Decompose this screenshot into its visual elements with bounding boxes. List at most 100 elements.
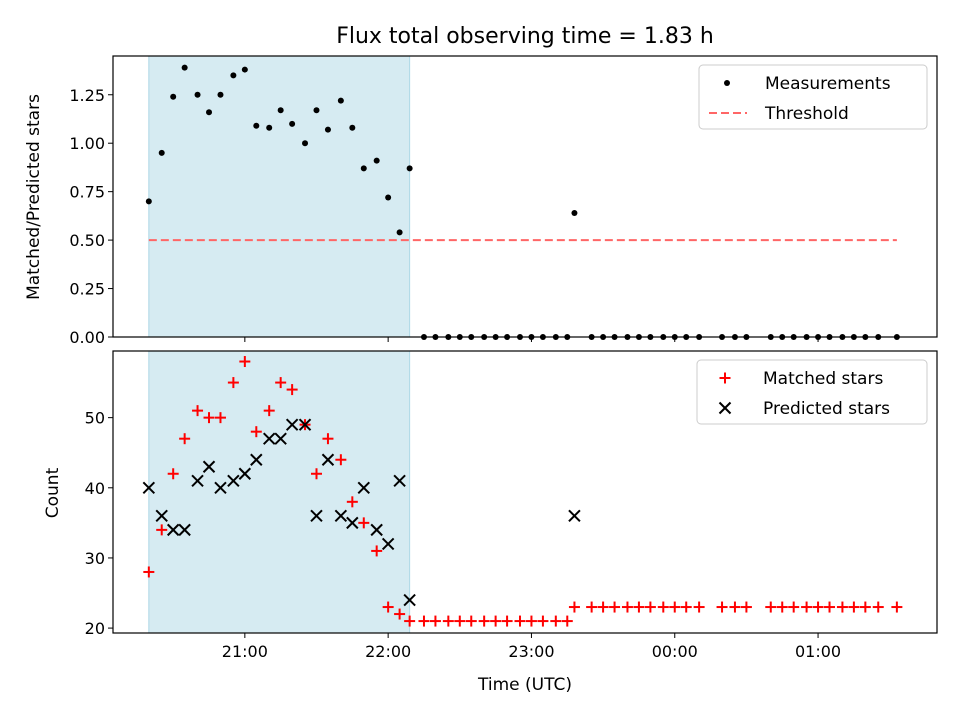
data-point [465,615,477,627]
data-point [191,474,204,487]
data-point [382,601,394,613]
x-marker-b [142,481,156,494]
bottom-series-matched-stars [143,356,903,627]
x-marker-b [310,509,323,523]
x-marker-b [262,432,276,445]
y-tick-label: 50 [85,409,105,428]
data-point [373,157,380,164]
top-panel: 0.00 0.25 0.50 0.75 1.00 1.25 Measurements Thre… [69,55,938,347]
data-point [145,198,152,205]
data-point [514,615,526,627]
chart-title: Flux total observing time = 1.83 h [336,24,714,49]
data-point [324,126,331,133]
data-point [385,194,392,201]
data-point [250,453,263,466]
data-point [214,412,226,424]
data-point [334,509,348,523]
data-point [621,601,633,613]
data-point [429,615,441,627]
data-point [142,481,156,494]
data-point [801,601,813,613]
data-point [250,426,262,438]
data-point [716,601,728,613]
x-marker-b [568,509,581,523]
x-marker-b [285,418,299,431]
x-marker-b [393,474,406,487]
y-tick-label: 1.00 [69,134,105,153]
top-y-axis-label: Matched/Predicted stars [24,94,44,300]
x-marker-b [214,481,227,494]
data-point [143,566,155,578]
data-point [370,523,383,537]
y-tick-label: 0.00 [69,328,105,347]
legend-label: Matched stars [763,369,883,389]
data-point [274,432,287,445]
data-point [765,601,777,613]
data-point [848,601,860,613]
data-point [277,107,284,114]
bottom-panel: 20 30 40 50 21:00 22:00 23:00 00:00 01:00 Matched… [85,350,938,661]
data-point [238,467,252,480]
data-point [214,481,227,494]
data-point [253,122,260,129]
legend-swatch [718,401,732,415]
data-point [298,418,312,431]
y-tick-label: 30 [85,549,105,568]
data-point [170,93,177,100]
data-point [266,124,273,131]
data-point [275,377,287,389]
y-tick-label: 0.75 [69,183,105,202]
data-point [227,377,239,389]
data-point [194,91,201,98]
x-tick-label: 21:00 [222,642,268,661]
data-point [202,460,216,473]
data-point [872,601,884,613]
data-point [203,412,215,424]
data-point [239,356,251,368]
data-point [404,615,416,627]
x-marker-b [346,516,359,530]
data-point [285,418,299,431]
legend-label: Threshold [764,104,849,124]
x-tick-label: 01:00 [795,642,841,661]
data-point [321,453,335,466]
data-point [403,593,416,607]
x-marker-b [298,418,312,431]
data-point [262,432,276,445]
x-marker-b [334,509,348,523]
x-marker-b [227,474,240,487]
data-point [167,468,179,480]
data-point [418,615,430,627]
data-point [241,66,248,73]
x-tick-label: 23:00 [508,642,554,661]
bottom-series-predicted-stars [142,418,581,607]
data-point [669,601,681,613]
x-marker-b [370,523,383,537]
data-point [609,601,621,613]
legend-box [696,359,928,425]
data-point [381,537,395,551]
x-marker-b [274,432,287,445]
bottom-y-axis-label: Count [43,467,63,518]
data-point [396,229,403,236]
x-axis-label: Time (UTC) [477,675,572,695]
data-point [568,601,580,613]
data-point [776,601,788,613]
data-point [310,509,323,523]
data-point [680,601,692,613]
data-point [788,601,800,613]
data-point [454,615,466,627]
data-point [729,601,741,613]
data-point [337,97,344,104]
data-point [156,524,168,536]
data-point [537,615,549,627]
legend-label: Measurements [765,74,891,94]
data-point [357,481,370,494]
top-legend: Measurements Threshold [698,64,928,130]
top-axes-frame [112,55,938,338]
data-point [859,601,871,613]
x-tick-label: 00:00 [652,642,698,661]
data-point [217,91,224,98]
data-point [346,516,359,530]
